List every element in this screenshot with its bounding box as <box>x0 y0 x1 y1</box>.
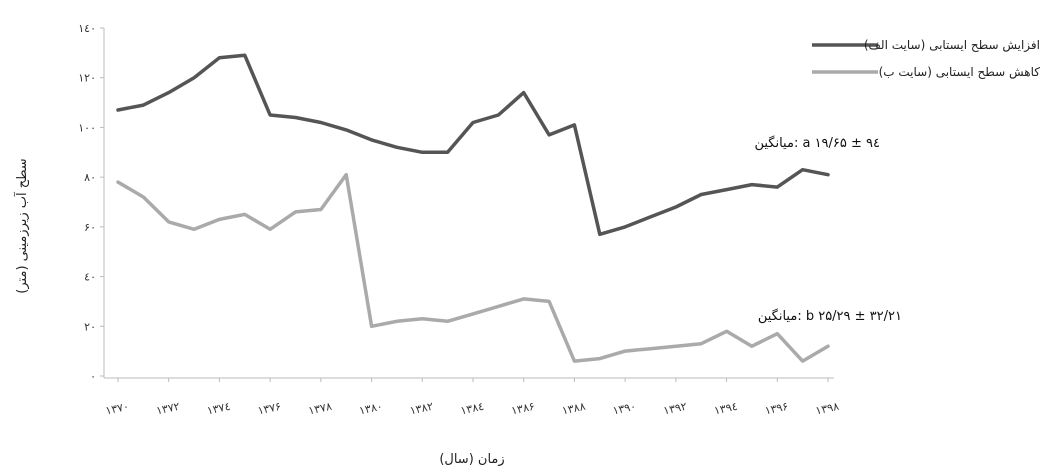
y-axis: ۰ ۲۰ ٤۰ ۶۰ ۸۰ ۱۰۰ ۱۲۰ ۱٤۰ <box>78 22 105 383</box>
annotation-site-b-mean: میانگین: b ۲۵/۲۹ ± ۳۲/۲۱ <box>758 308 902 324</box>
y-axis-title: سطح آب زیرزمینی (متر) <box>13 158 30 293</box>
x-tick-label: ۱۳۸۶ <box>510 400 536 418</box>
x-axis: ۱۳۷۰ ۱۳۷۲ ۱۳۷٤ ۱۳۷۶ ۱۳۷۸ ۱۳۸۰ ۱۳۸۲ ۱۳۸٤ ۱۳۸۶ ۱۳۸۸… <box>104 377 840 418</box>
y-tick-label: ۰ <box>90 370 96 383</box>
x-tick-label: ۱۳۸۲ <box>409 400 435 418</box>
x-axis-title: زمان (سال) <box>439 452 504 467</box>
y-tick-label: ٤۰ <box>84 271 96 284</box>
plot-area <box>116 53 830 363</box>
x-tick-label: ۱۳۹۰ <box>612 400 638 418</box>
x-tick-label: ۱۳۹٤ <box>713 400 739 418</box>
legend: (سایت الف) افزایش سطح ایستابی (سایت ب) ک… <box>812 38 1040 80</box>
y-tick-label: ۸۰ <box>84 171 96 184</box>
y-tick-label: ۶۰ <box>84 221 96 234</box>
x-tick-label: ۱۳۹۶ <box>764 400 790 418</box>
series-line-site-a <box>116 53 830 237</box>
legend-label-site-b: (سایت ب) کاهش سطح ایستابی <box>879 65 1041 80</box>
x-tick-label: ۱۳۷٤ <box>206 400 232 418</box>
y-tick-label: ۱٤۰ <box>78 22 96 35</box>
legend-label-site-a: (سایت الف) افزایش سطح ایستابی <box>864 38 1040 53</box>
x-tick-label: ۱۳۷۶ <box>257 400 283 418</box>
x-tick-label: ۱۳۷۲ <box>155 400 181 418</box>
x-tick-label: ۱۳۹۸ <box>814 400 840 418</box>
x-tick-label: ۱۳۷۰ <box>104 400 130 418</box>
x-tick-label: ۱۳۸۰ <box>358 400 384 418</box>
series-line-site-b <box>116 172 830 363</box>
x-tick-label: ۱۳۷۸ <box>307 400 333 418</box>
x-tick-label: ۱۳۸٤ <box>459 400 485 418</box>
x-tick-label: ۱۳۸۸ <box>561 400 587 418</box>
annotation-site-a-mean: میانگین: a ۱۹/۶۵ ± ۹٤ <box>754 135 880 151</box>
y-tick-label: ۱۰۰ <box>78 121 96 134</box>
y-tick-label: ۲۰ <box>84 320 96 333</box>
x-tick-label: ۱۳۹۲ <box>662 400 688 418</box>
y-tick-label: ۱۲۰ <box>78 72 96 85</box>
